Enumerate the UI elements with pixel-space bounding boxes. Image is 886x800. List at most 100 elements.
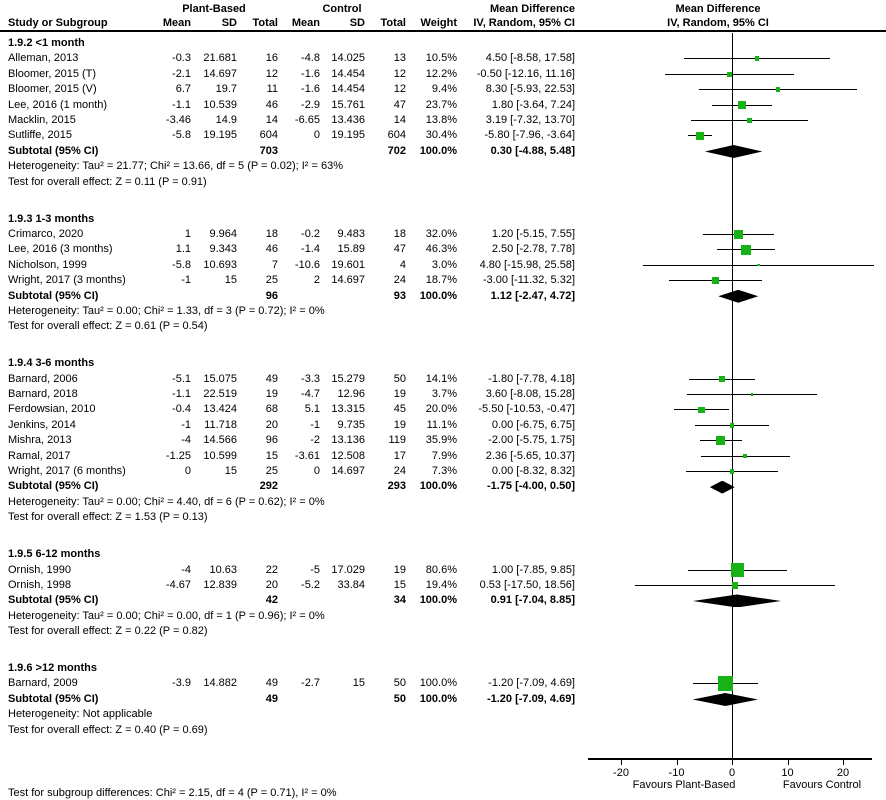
cell-mean1: -5.8	[172, 258, 191, 271]
cell-weight: 100.0%	[419, 144, 457, 157]
study-name: Alleman, 2013	[8, 52, 79, 65]
cell-ci: 2.36 [-5.65, 10.37]	[485, 449, 575, 462]
subtotal-diamond	[704, 144, 763, 158]
subtotal-row: Subtotal (95% CI) 49 50 100.0% -1.20 [-7.09,…	[0, 692, 886, 707]
study-row: Bloomer, 2015 (V) 6.7 19.7 11 -1.6 14.454 12 9.…	[0, 82, 886, 97]
cell-mean2: -10.6	[294, 258, 320, 271]
study-name: Lee, 2016 (3 months)	[8, 243, 113, 256]
cell-sd2: 15.761	[331, 98, 365, 111]
cell-total2: 604	[387, 129, 406, 142]
study-row: Barnard, 2009 -3.9 14.882 49 -2.7 15 50 100.0% -…	[0, 676, 886, 692]
cell-mean2: 0	[313, 129, 320, 142]
overall-effect-note: Test for overall effect: Z = 0.40 (P = 0…	[8, 723, 208, 736]
cell-total2: 50	[393, 677, 406, 690]
cell-mean2: -1.6	[301, 67, 320, 80]
study-name: Wright, 2017 (6 months)	[8, 465, 126, 477]
cell-total2: 18	[393, 227, 406, 240]
cell-weight: 100.0%	[419, 677, 457, 690]
cell-mean2: 0	[313, 465, 320, 477]
study-row: Wright, 2017 (3 months) -1 15 25 2 14.697 24 18…	[0, 273, 886, 288]
effect-marker	[731, 582, 739, 589]
axis-tick-label: 0	[728, 767, 736, 779]
study-row: Alleman, 2013 -0.3 21.681 16 -4.8 14.025 13 10.…	[0, 51, 886, 66]
heterogeneity-note: Heterogeneity: Not applicable	[8, 708, 153, 721]
study-row: Lee, 2016 (1 month) -1.1 10.539 46 -2.9 15.76…	[0, 98, 886, 113]
cell-total2: 293	[387, 480, 406, 493]
subtotal-diamond	[709, 480, 735, 494]
subtotal-label: Subtotal (95% CI)	[8, 480, 99, 493]
axis-tick	[621, 758, 622, 765]
cell-mean1: -4	[181, 563, 191, 576]
cell-weight: 100.0%	[419, 480, 457, 493]
cell-mean1: -3.46	[165, 114, 191, 126]
cell-total1: 25	[265, 465, 278, 477]
cell-total1: 604	[259, 129, 278, 142]
subtotal-row: Subtotal (95% CI) 42 34 100.0% 0.91 [-7.04, …	[0, 593, 886, 608]
subtotal-label: Subtotal (95% CI)	[8, 144, 99, 157]
cell-sd2: 14.025	[331, 52, 365, 65]
heterogeneity-row: Heterogeneity: Tau² = 0.00; Chi² = 0.00,…	[0, 609, 886, 624]
cell-weight: 35.9%	[425, 434, 457, 447]
cell-total1: 49	[265, 692, 278, 705]
cell-sd1: 9.964	[209, 227, 237, 240]
column-header-mean2: Mean	[291, 17, 320, 29]
effect-header-left: Mean Difference	[490, 3, 575, 15]
cell-mean2: -4.7	[301, 388, 320, 400]
cell-sd2: 12.96	[337, 388, 365, 400]
cell-sd2: 14.697	[331, 274, 365, 287]
cell-total1: 12	[265, 67, 278, 80]
cell-sd1: 11.718	[204, 418, 237, 431]
cell-total2: 50	[393, 372, 406, 385]
axis-tick-label: -10	[668, 767, 685, 779]
column-header-sd1: SD	[221, 17, 237, 29]
cell-total2: 702	[387, 144, 406, 157]
cell-ci: 3.19 [-7.32, 13.70]	[485, 114, 575, 126]
study-name: Ornish, 1998	[8, 578, 71, 591]
study-name: Crimarco, 2020	[8, 227, 84, 240]
zero-line	[732, 33, 733, 758]
cell-weight: 11.1%	[426, 418, 457, 431]
favours-right-label: Favours Control	[782, 779, 862, 791]
cell-total2: 50	[393, 692, 406, 705]
study-name: Sutliffe, 2015	[8, 129, 73, 142]
cell-mean1: 6.7	[175, 83, 191, 96]
effect-marker	[775, 87, 781, 92]
column-header-study: Study or Subgroup	[8, 17, 108, 29]
group2-header: Control	[322, 3, 362, 15]
cell-weight: 46.3%	[425, 243, 457, 256]
cell-sd1: 19.195	[203, 129, 237, 142]
cell-weight: 19.4%	[425, 578, 457, 591]
cell-ci: 0.53 [-17.50, 18.56]	[479, 578, 575, 591]
cell-total1: 20	[265, 578, 278, 591]
axis-tick	[676, 758, 678, 765]
overall-effect-row: Test for overall effect: Z = 0.40 (P = 0…	[0, 723, 886, 738]
subgroup-label-row: 1.9.4 3-6 months	[0, 356, 886, 371]
cell-ci: 4.80 [-15.98, 25.58]	[479, 258, 575, 271]
cell-total2: 12	[393, 67, 406, 80]
study-row: Ornish, 1998 -4.67 12.839 20 -5.2 33.84 15 19.4…	[0, 578, 886, 593]
cell-sd2: 19.195	[331, 129, 365, 142]
study-name: Lee, 2016 (1 month)	[8, 98, 108, 111]
study-name: Wright, 2017 (3 months)	[8, 274, 126, 287]
cell-mean1: -1.1	[172, 388, 191, 400]
cell-ci: -5.80 [-7.96, -3.64]	[484, 129, 576, 142]
cell-weight: 13.8%	[425, 114, 457, 126]
cell-sd2: 19.601	[331, 258, 365, 271]
cell-total2: 15	[393, 578, 406, 591]
cell-ci: 1.00 [-7.85, 9.85]	[491, 563, 575, 576]
cell-total1: 292	[259, 480, 278, 493]
cell-ci: 0.00 [-8.32, 8.32]	[491, 465, 575, 477]
heterogeneity-row: Heterogeneity: Tau² = 0.00; Chi² = 4.40,…	[0, 495, 886, 510]
cell-weight: 12.2%	[425, 67, 457, 80]
overall-effect-note: Test for overall effect: Z = 0.11 (P = 0…	[8, 175, 207, 188]
cell-ci: 1.80 [-3.64, 7.24]	[491, 98, 575, 111]
cell-mean2: -2.7	[301, 677, 320, 690]
study-row: Ornish, 1990 -4 10.63 22 -5 17.029 19 80.6% 1.00…	[0, 563, 886, 578]
cell-sd2: 15.279	[331, 372, 365, 385]
effect-marker	[730, 563, 745, 577]
cell-ci: 1.12 [-2.47, 4.72]	[490, 289, 575, 302]
cell-mean2: -2	[310, 434, 320, 447]
cell-total2: 13	[393, 52, 406, 65]
subgroup-label-row: 1.9.3 1-3 months	[0, 212, 886, 227]
